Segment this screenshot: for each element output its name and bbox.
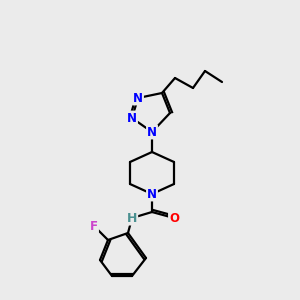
- Text: H: H: [127, 212, 137, 224]
- Text: F: F: [90, 220, 98, 232]
- Text: N: N: [147, 125, 157, 139]
- Text: N: N: [127, 112, 137, 124]
- Text: N: N: [133, 92, 143, 104]
- Text: O: O: [169, 212, 179, 224]
- Text: N: N: [147, 188, 157, 200]
